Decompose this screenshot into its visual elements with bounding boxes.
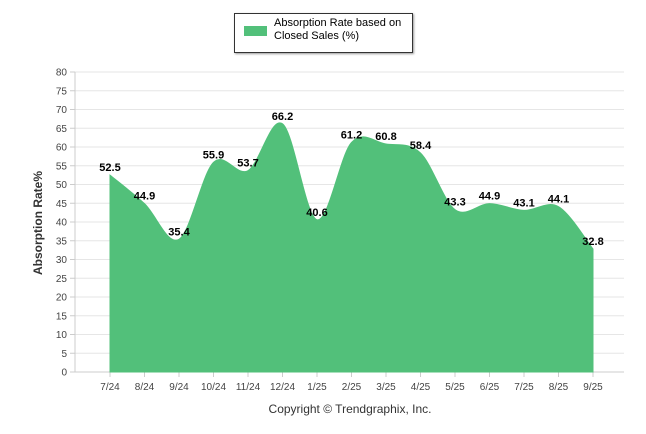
y-tick-label: 75 xyxy=(56,86,68,97)
data-label: 58.4 xyxy=(410,140,432,152)
x-tick-label: 7/24 xyxy=(100,382,120,393)
legend: Absorption Rate based on Closed Sales (%… xyxy=(234,13,413,53)
x-tick-label: 3/25 xyxy=(376,382,396,393)
data-label: 53.7 xyxy=(237,158,258,170)
data-label: 60.8 xyxy=(375,131,396,143)
data-label: 40.6 xyxy=(306,207,327,219)
data-label: 55.9 xyxy=(203,149,224,161)
y-tick-label: 55 xyxy=(56,161,68,172)
x-tick-label: 4/25 xyxy=(411,382,431,393)
x-tick-label: 8/25 xyxy=(549,382,569,393)
data-label: 32.8 xyxy=(582,236,603,248)
x-tick-label: 5/25 xyxy=(445,382,465,393)
y-axis: 0 5 10 15 20 25 30 35 40 45 50 55 60 65 70 75 80 xyxy=(56,68,76,379)
x-tick-label: 9/24 xyxy=(169,382,189,393)
y-tick-label: 65 xyxy=(56,124,68,135)
x-axis: 7/24 8/24 9/24 10/24 11/24 12/24 1/25 2/25 3/25 4… xyxy=(75,371,624,393)
x-tick-label: 7/25 xyxy=(514,382,534,393)
x-tick-label: 12/24 xyxy=(270,382,295,393)
x-tick-label: 2/25 xyxy=(342,382,362,393)
data-label: 61.2 xyxy=(341,130,362,142)
x-tick-label: 6/25 xyxy=(480,382,500,393)
y-tick-label: 40 xyxy=(56,218,68,229)
data-label: 52.5 xyxy=(99,162,120,174)
copyright-text: Copyright © Trendgraphix, Inc. xyxy=(269,402,432,416)
y-axis-title: Absorption Rate% xyxy=(31,171,45,275)
y-tick-label: 30 xyxy=(56,255,68,266)
data-label: 44.9 xyxy=(134,191,155,203)
area-series-absorption-rate xyxy=(109,122,594,373)
x-tick-label: 11/24 xyxy=(236,382,261,393)
y-tick-label: 45 xyxy=(56,199,68,210)
legend-label: Absorption Rate based on Closed Sales (%… xyxy=(274,17,402,42)
legend-swatch xyxy=(244,26,267,36)
y-tick-label: 15 xyxy=(56,311,68,322)
x-tick-label: 10/24 xyxy=(201,382,226,393)
y-tick-label: 50 xyxy=(56,180,68,191)
x-tick-label: 8/24 xyxy=(135,382,155,393)
y-tick-label: 20 xyxy=(56,293,68,304)
data-label: 44.9 xyxy=(479,191,500,203)
data-labels: 52.5 44.9 35.4 55.9 53.7 66.2 40.6 61.2 60.8 58.4… xyxy=(99,111,603,248)
data-label: 35.4 xyxy=(168,226,190,238)
x-tick-label: 1/25 xyxy=(307,382,327,393)
y-tick-label: 5 xyxy=(61,349,67,360)
x-tick-label: 9/25 xyxy=(583,382,603,393)
data-label: 43.1 xyxy=(513,197,534,209)
y-tick-label: 10 xyxy=(56,330,68,341)
y-tick-label: 80 xyxy=(56,68,68,79)
y-tick-label: 0 xyxy=(61,368,67,379)
data-label: 44.1 xyxy=(548,194,569,206)
y-tick-label: 35 xyxy=(56,236,68,247)
y-tick-label: 25 xyxy=(56,274,68,285)
data-label: 66.2 xyxy=(272,111,293,123)
y-tick-label: 60 xyxy=(56,143,68,154)
data-label: 43.3 xyxy=(444,197,465,209)
series-area xyxy=(109,122,594,373)
y-tick-label: 70 xyxy=(56,105,68,116)
